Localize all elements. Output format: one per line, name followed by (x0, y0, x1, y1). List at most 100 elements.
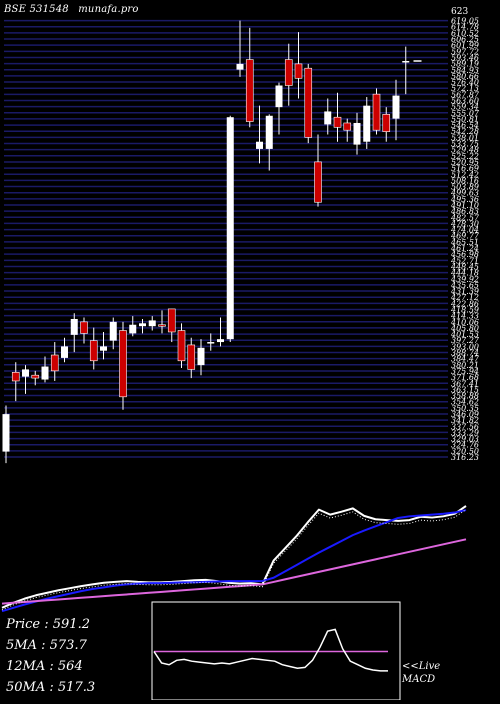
price-tick-label: 491.10 (450, 201, 479, 210)
price-tick-label: 580.66 (451, 72, 479, 81)
candle-body (324, 111, 332, 125)
price-tick-label: 439.92 (450, 275, 479, 284)
candle-body (236, 63, 244, 70)
price-tick-label: 380.21 (451, 361, 479, 370)
price-axis-top-label: 623 (451, 7, 468, 17)
price-tick-label: 444.18 (450, 269, 479, 278)
legend: Price : 591.2 5MA : 573.7 12MA : 564 50M… (6, 614, 95, 698)
price-tick-label: 546.54 (451, 121, 479, 130)
price-tick-label: 474.04 (450, 226, 479, 235)
price-tick-label: 567.87 (451, 90, 480, 99)
macd-text: MACD (402, 674, 436, 685)
legend-label: 50MA (6, 680, 46, 695)
moving-average-layer (1, 505, 467, 613)
ma-line-12ma (1, 509, 467, 613)
price-tick-label: 320.50 (451, 447, 479, 456)
candle-body (80, 321, 88, 334)
legend-5ma: 5MA : 573.7 (6, 638, 87, 653)
price-tick-label: 572.13 (451, 84, 479, 93)
legend-label: 5MA (6, 638, 37, 653)
ma-line-5ma (1, 505, 467, 609)
price-tick-label: 542.28 (451, 127, 479, 136)
candle-body (197, 347, 205, 366)
live-label: <<Live (402, 661, 441, 672)
ma-dotted-line (1, 509, 467, 611)
price-tick-label: 589.19 (451, 60, 479, 69)
price-tick-label: 495.36 (450, 195, 479, 204)
price-tick-label: 499.63 (450, 189, 479, 198)
price-tick-label: 350.35 (451, 404, 479, 413)
price-tick-label: 337.56 (451, 422, 479, 431)
candle-body (392, 95, 400, 119)
price-tick-label: 576.40 (451, 78, 479, 87)
price-tick-label: 610.52 (451, 29, 479, 38)
price-tick-label: 584.93 (451, 66, 479, 75)
price-tick-label: 405.80 (450, 324, 479, 333)
price-tick-label: 414.33 (450, 312, 479, 321)
price-tick-label: 401.53 (450, 330, 479, 339)
candle-body (187, 344, 196, 370)
price-tick-label: 427.12 (450, 293, 479, 302)
price-tick-label: 520.95 (451, 158, 479, 167)
price-tick-label: 503.89 (451, 183, 479, 192)
candle-body (372, 93, 381, 131)
candle-body (275, 85, 283, 108)
candle-body (363, 105, 371, 142)
candle-body (100, 346, 107, 351)
price-tick-label: 367.41 (451, 379, 479, 388)
price-tick-label: 397.27 (451, 336, 480, 345)
price-tick-label: 508.16 (451, 176, 479, 185)
candle-body (265, 115, 273, 149)
legend-price: Price : 591.2 (6, 617, 90, 632)
candle-body (61, 346, 68, 358)
candle-body (245, 59, 254, 122)
price-tick-label: 550.81 (451, 115, 479, 124)
price-tick-label: 456.98 (450, 250, 479, 259)
price-tick-label: 448.45 (450, 262, 479, 271)
candle-body (89, 340, 98, 362)
grid-layer (4, 19, 448, 458)
candle-body (353, 122, 361, 145)
candle-body (333, 116, 342, 128)
candle-body (217, 339, 224, 343)
site-name: munafa.pro (78, 4, 139, 15)
candle-body (226, 117, 234, 340)
candle-layer (2, 20, 422, 464)
candle-body (129, 324, 137, 334)
price-tick-label: 593.46 (451, 53, 479, 62)
price-tick-label: 375.94 (451, 367, 479, 376)
price-tick-label: 358.88 (451, 392, 479, 401)
candle-body (314, 161, 322, 203)
candle-body (148, 320, 156, 327)
price-tick-label: 346.09 (451, 410, 479, 419)
candle-body (284, 59, 293, 86)
price-tick-label: 559.34 (451, 103, 479, 112)
price-tick-label: 388.74 (451, 349, 479, 358)
candle-body (294, 63, 303, 79)
price-tick-label: 478.30 (450, 219, 479, 228)
price-tick-label: 465.51 (450, 238, 479, 247)
candle-body (50, 354, 59, 372)
candle-body (256, 141, 263, 149)
price-tick-label: 525.22 (451, 152, 479, 161)
price-tick-label: 597.72 (451, 47, 479, 56)
price-axis: 623619.05614.78610.52606.25601.99597.725… (450, 7, 480, 462)
candle-body (139, 323, 146, 327)
legend-12ma: 12MA : 564 (6, 659, 83, 674)
price-tick-label: 324.76 (451, 441, 479, 450)
price-tick-label: 619.05 (451, 17, 479, 26)
candle-body (343, 122, 352, 131)
candle-body (207, 342, 215, 344)
price-tick-label: 452.71 (450, 256, 479, 265)
candle-body (304, 67, 313, 138)
candle-body (382, 114, 391, 132)
price-tick-label: 563.60 (451, 96, 479, 105)
candle-body (158, 324, 166, 327)
price-tick-label: 333.29 (451, 428, 479, 437)
price-tick-label: 516.69 (451, 164, 479, 173)
price-tick-label: 410.06 (450, 318, 479, 327)
price-tick-label: 384.47 (451, 355, 480, 364)
price-tick-label: 614.78 (451, 23, 479, 32)
candle-body (177, 330, 186, 362)
